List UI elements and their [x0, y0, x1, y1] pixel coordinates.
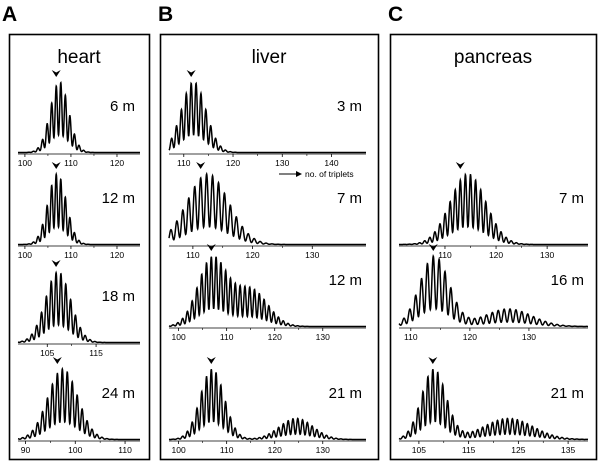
tick-label-liver-1-130: 130	[275, 158, 289, 168]
tick-label-liver-2-120: 120	[245, 250, 259, 260]
modal-marker-heart-2	[51, 162, 61, 169]
age-label-heart-4: 24 m	[102, 385, 135, 402]
modal-marker-liver-2	[196, 162, 206, 169]
age-label-heart-1: 6 m	[110, 98, 135, 115]
panel-frame-heart	[8, 33, 151, 461]
tick-label-pancreas-1-110: 110	[438, 250, 452, 260]
tick-label-heart-3-115: 115	[89, 348, 103, 358]
trace-liver-2	[168, 171, 366, 246]
trace-heart-2	[17, 171, 140, 246]
panel-title-pancreas: pancreas	[454, 47, 532, 68]
trace-pancreas-2	[398, 254, 589, 328]
age-label-liver-2: 7 m	[337, 190, 362, 207]
panel-title-liver: liver	[252, 47, 288, 68]
tick-label-liver-4-100: 100	[172, 445, 186, 455]
tick-label-liver-1-110: 110	[177, 158, 191, 168]
tick-label-liver-4-110: 110	[220, 445, 234, 455]
panel-title-heart: heart	[57, 47, 101, 68]
tick-label-heart-1-100: 100	[18, 158, 32, 168]
trace-heart-3	[17, 270, 140, 344]
age-label-heart-2: 12 m	[102, 190, 135, 207]
subplots: 100 110 120 6 m 100 110 120 12 m 105 115 18 m 90 100…	[17, 70, 589, 455]
trace-pancreas-1	[399, 172, 588, 246]
tick-label-liver-3-130: 130	[316, 332, 330, 342]
age-label-heart-3: 18 m	[102, 288, 135, 305]
tick-label-pancreas-3-115: 115	[462, 445, 476, 455]
tick-label-heart-2-100: 100	[18, 250, 32, 260]
tick-label-liver-3-120: 120	[268, 332, 282, 342]
age-label-liver-1: 3 m	[337, 98, 362, 115]
modal-marker-pancreas-3	[428, 357, 438, 364]
tick-label-liver-3-110: 110	[220, 332, 234, 342]
tick-label-pancreas-2-110: 110	[404, 332, 418, 342]
trace-pancreas-3	[398, 368, 589, 441]
modal-marker-liver-1	[186, 70, 196, 77]
tick-label-liver-4-130: 130	[316, 445, 330, 455]
tick-label-heart-1-110: 110	[64, 158, 78, 168]
modal-marker-heart-1	[51, 70, 61, 77]
modal-marker-pancreas-1	[455, 162, 465, 169]
panel-frame-pancreas	[389, 33, 598, 461]
panel-frame-liver	[159, 33, 380, 461]
tick-label-heart-4-100: 100	[68, 445, 82, 455]
tick-label-heart-1-120: 120	[110, 158, 124, 168]
tick-label-liver-1-120: 120	[226, 158, 240, 168]
modal-marker-heart-4	[52, 357, 62, 364]
tick-label-heart-4-110: 110	[118, 445, 132, 455]
tick-label-heart-2-110: 110	[64, 250, 78, 260]
trace-heart-4	[17, 366, 140, 441]
tick-label-liver-1-140: 140	[324, 158, 338, 168]
age-label-liver-3: 12 m	[329, 272, 362, 289]
tick-label-heart-2-120: 120	[110, 250, 124, 260]
tick-label-pancreas-2-130: 130	[522, 332, 536, 342]
age-label-pancreas-3: 21 m	[551, 385, 584, 402]
triplets-arrow-head	[296, 171, 302, 177]
tick-label-pancreas-1-130: 130	[540, 250, 554, 260]
tick-label-liver-2-130: 130	[305, 250, 319, 260]
modal-marker-heart-3	[51, 260, 61, 267]
modal-marker-liver-4	[206, 357, 216, 364]
modal-marker-pancreas-2	[428, 244, 438, 251]
trace-heart-1	[18, 81, 140, 154]
age-label-liver-4: 21 m	[329, 385, 362, 402]
triplets-label: no. of triplets	[305, 169, 354, 179]
tick-label-liver-2-110: 110	[186, 250, 200, 260]
trace-liver-3	[168, 256, 366, 328]
age-label-pancreas-2: 16 m	[551, 272, 584, 289]
trace-liver-1	[168, 81, 366, 154]
trace-liver-4	[168, 368, 366, 441]
tick-label-pancreas-1-120: 120	[489, 250, 503, 260]
tick-label-pancreas-3-105: 105	[412, 445, 426, 455]
tick-label-heart-4-90: 90	[21, 445, 31, 455]
tick-label-liver-4-120: 120	[268, 445, 282, 455]
panel-letter-c: C	[388, 3, 403, 26]
tick-label-pancreas-3-135: 135	[561, 445, 575, 455]
modal-marker-liver-3	[206, 244, 216, 251]
tick-label-liver-3-100: 100	[172, 332, 186, 342]
panel-letter-a: A	[2, 3, 17, 26]
age-label-pancreas-1: 7 m	[559, 190, 584, 207]
panel-letter-b: B	[158, 3, 173, 26]
tick-label-pancreas-2-120: 120	[463, 332, 477, 342]
tick-label-heart-3-105: 105	[40, 348, 54, 358]
tick-label-pancreas-3-125: 125	[511, 445, 525, 455]
